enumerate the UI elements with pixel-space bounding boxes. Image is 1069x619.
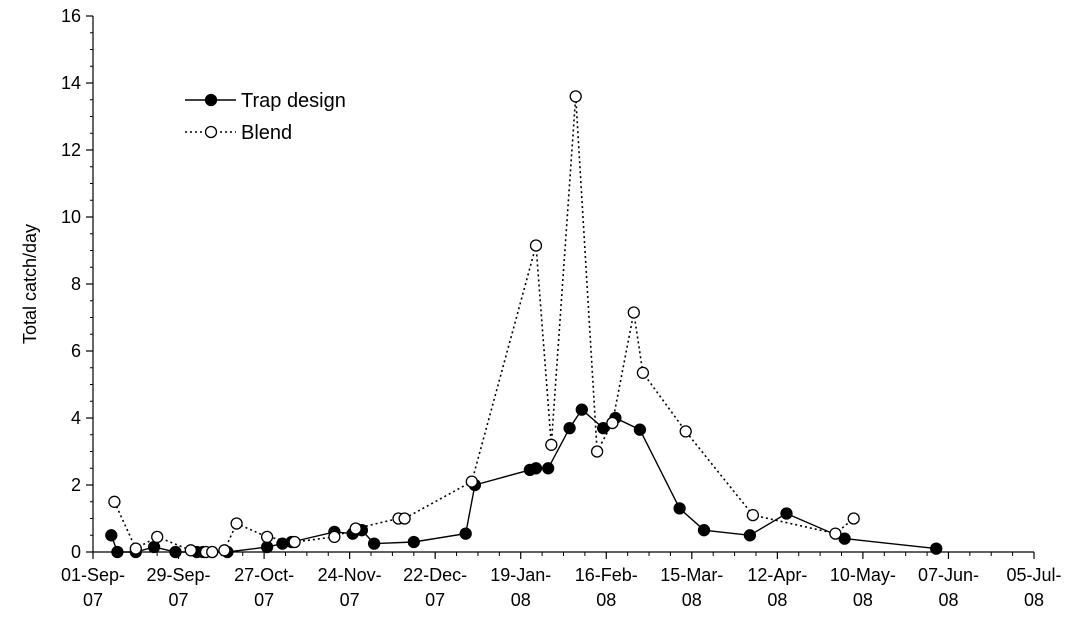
y-tick-label: 2 (71, 475, 81, 495)
data-point (529, 462, 543, 475)
x-tick-label: 24-Nov- (318, 565, 382, 585)
data-point (590, 445, 604, 458)
chart-series (105, 90, 943, 559)
data-point (328, 530, 341, 544)
x-tick-label-year: 08 (767, 590, 787, 610)
data-point (636, 366, 650, 379)
y-tick-label: 16 (61, 6, 81, 26)
x-tick-label-year: 08 (1024, 590, 1044, 610)
data-point (627, 306, 640, 319)
data-point (673, 502, 686, 515)
legend-item: Trap design (185, 90, 346, 112)
data-point (542, 462, 555, 475)
data-point (569, 90, 582, 103)
data-point (108, 495, 121, 508)
y-tick-label: 4 (71, 408, 81, 428)
legend-marker (204, 125, 218, 139)
x-tick-label: 16-Feb- (575, 565, 638, 585)
data-point (563, 421, 576, 435)
x-tick-label-year: 08 (511, 590, 531, 610)
data-point (129, 542, 142, 555)
legend-label: Blend (241, 122, 292, 144)
data-point (847, 512, 860, 525)
x-tick-label-year: 08 (596, 590, 616, 610)
x-tick-label: 27-Oct- (234, 565, 294, 585)
data-point (633, 423, 647, 436)
legend-item: Blend (185, 122, 292, 144)
y-tick-label: 8 (71, 274, 81, 294)
data-point (105, 529, 118, 542)
y-tick-label: 12 (61, 140, 81, 160)
x-tick-label: 07-Jun- (918, 565, 979, 585)
data-point (169, 545, 182, 559)
data-point (780, 507, 793, 520)
x-tick-label-year: 07 (425, 590, 445, 610)
data-point (184, 544, 197, 557)
data-point (151, 530, 164, 544)
y-tick-label: 0 (71, 542, 81, 562)
x-tick-label-year: 08 (938, 590, 958, 610)
data-point (367, 537, 381, 550)
data-point (218, 544, 231, 557)
data-point (288, 535, 301, 549)
data-point (529, 239, 543, 252)
x-tick-label-year: 08 (853, 590, 873, 610)
data-point (349, 522, 362, 535)
x-tick-label: 01-Sep- (61, 565, 125, 585)
legend-label: Trap design (241, 90, 346, 112)
data-point (398, 512, 411, 525)
data-point (575, 403, 588, 416)
x-tick-label-year: 08 (682, 590, 702, 610)
x-tick-label: 29-Sep- (147, 565, 211, 585)
chart-ticks: 0 2 4 6 8 10 12 14 16 01-Sep- 07 29-Sep- 07 27-Oct- 07… (61, 6, 1062, 610)
series-line (110, 408, 937, 553)
y-tick-label: 10 (61, 207, 81, 227)
data-point (111, 545, 124, 559)
data-point (606, 416, 619, 430)
data-point (746, 508, 760, 522)
data-point (260, 540, 274, 554)
x-tick-label: 22-Dec- (403, 565, 467, 585)
data-point (407, 535, 420, 549)
chart-axes (92, 16, 1034, 553)
x-tick-label: 12-Apr- (747, 565, 807, 585)
series-line (113, 96, 855, 553)
data-point (829, 527, 842, 540)
x-tick-label-year: 07 (340, 590, 360, 610)
series-blend (108, 90, 860, 559)
legend-marker (204, 93, 218, 107)
data-point (679, 425, 692, 438)
x-tick-label: 19-Jan- (490, 565, 551, 585)
data-point (838, 532, 851, 545)
data-point (465, 475, 478, 488)
x-tick-label-year: 07 (83, 590, 103, 610)
data-point (459, 527, 472, 540)
data-point (597, 421, 610, 435)
y-axis-title: Total catch/day (20, 224, 40, 344)
x-tick-label: 05-Jul- (1006, 565, 1061, 585)
data-point (545, 438, 558, 451)
legend: Trap design Blend (185, 90, 346, 144)
data-point (147, 540, 161, 554)
data-point (260, 530, 274, 544)
x-tick-label-year: 07 (169, 590, 189, 610)
data-point (230, 517, 243, 530)
data-point (206, 545, 219, 559)
x-tick-label: 15-Mar- (660, 565, 723, 585)
x-tick-label-year: 07 (254, 590, 274, 610)
data-point (930, 542, 943, 555)
x-tick-label: 10-May- (830, 565, 896, 585)
series-trap-design (105, 403, 943, 559)
data-point (697, 524, 711, 537)
y-tick-label: 6 (71, 341, 81, 361)
y-tick-label: 14 (61, 73, 81, 93)
data-point (743, 529, 757, 542)
